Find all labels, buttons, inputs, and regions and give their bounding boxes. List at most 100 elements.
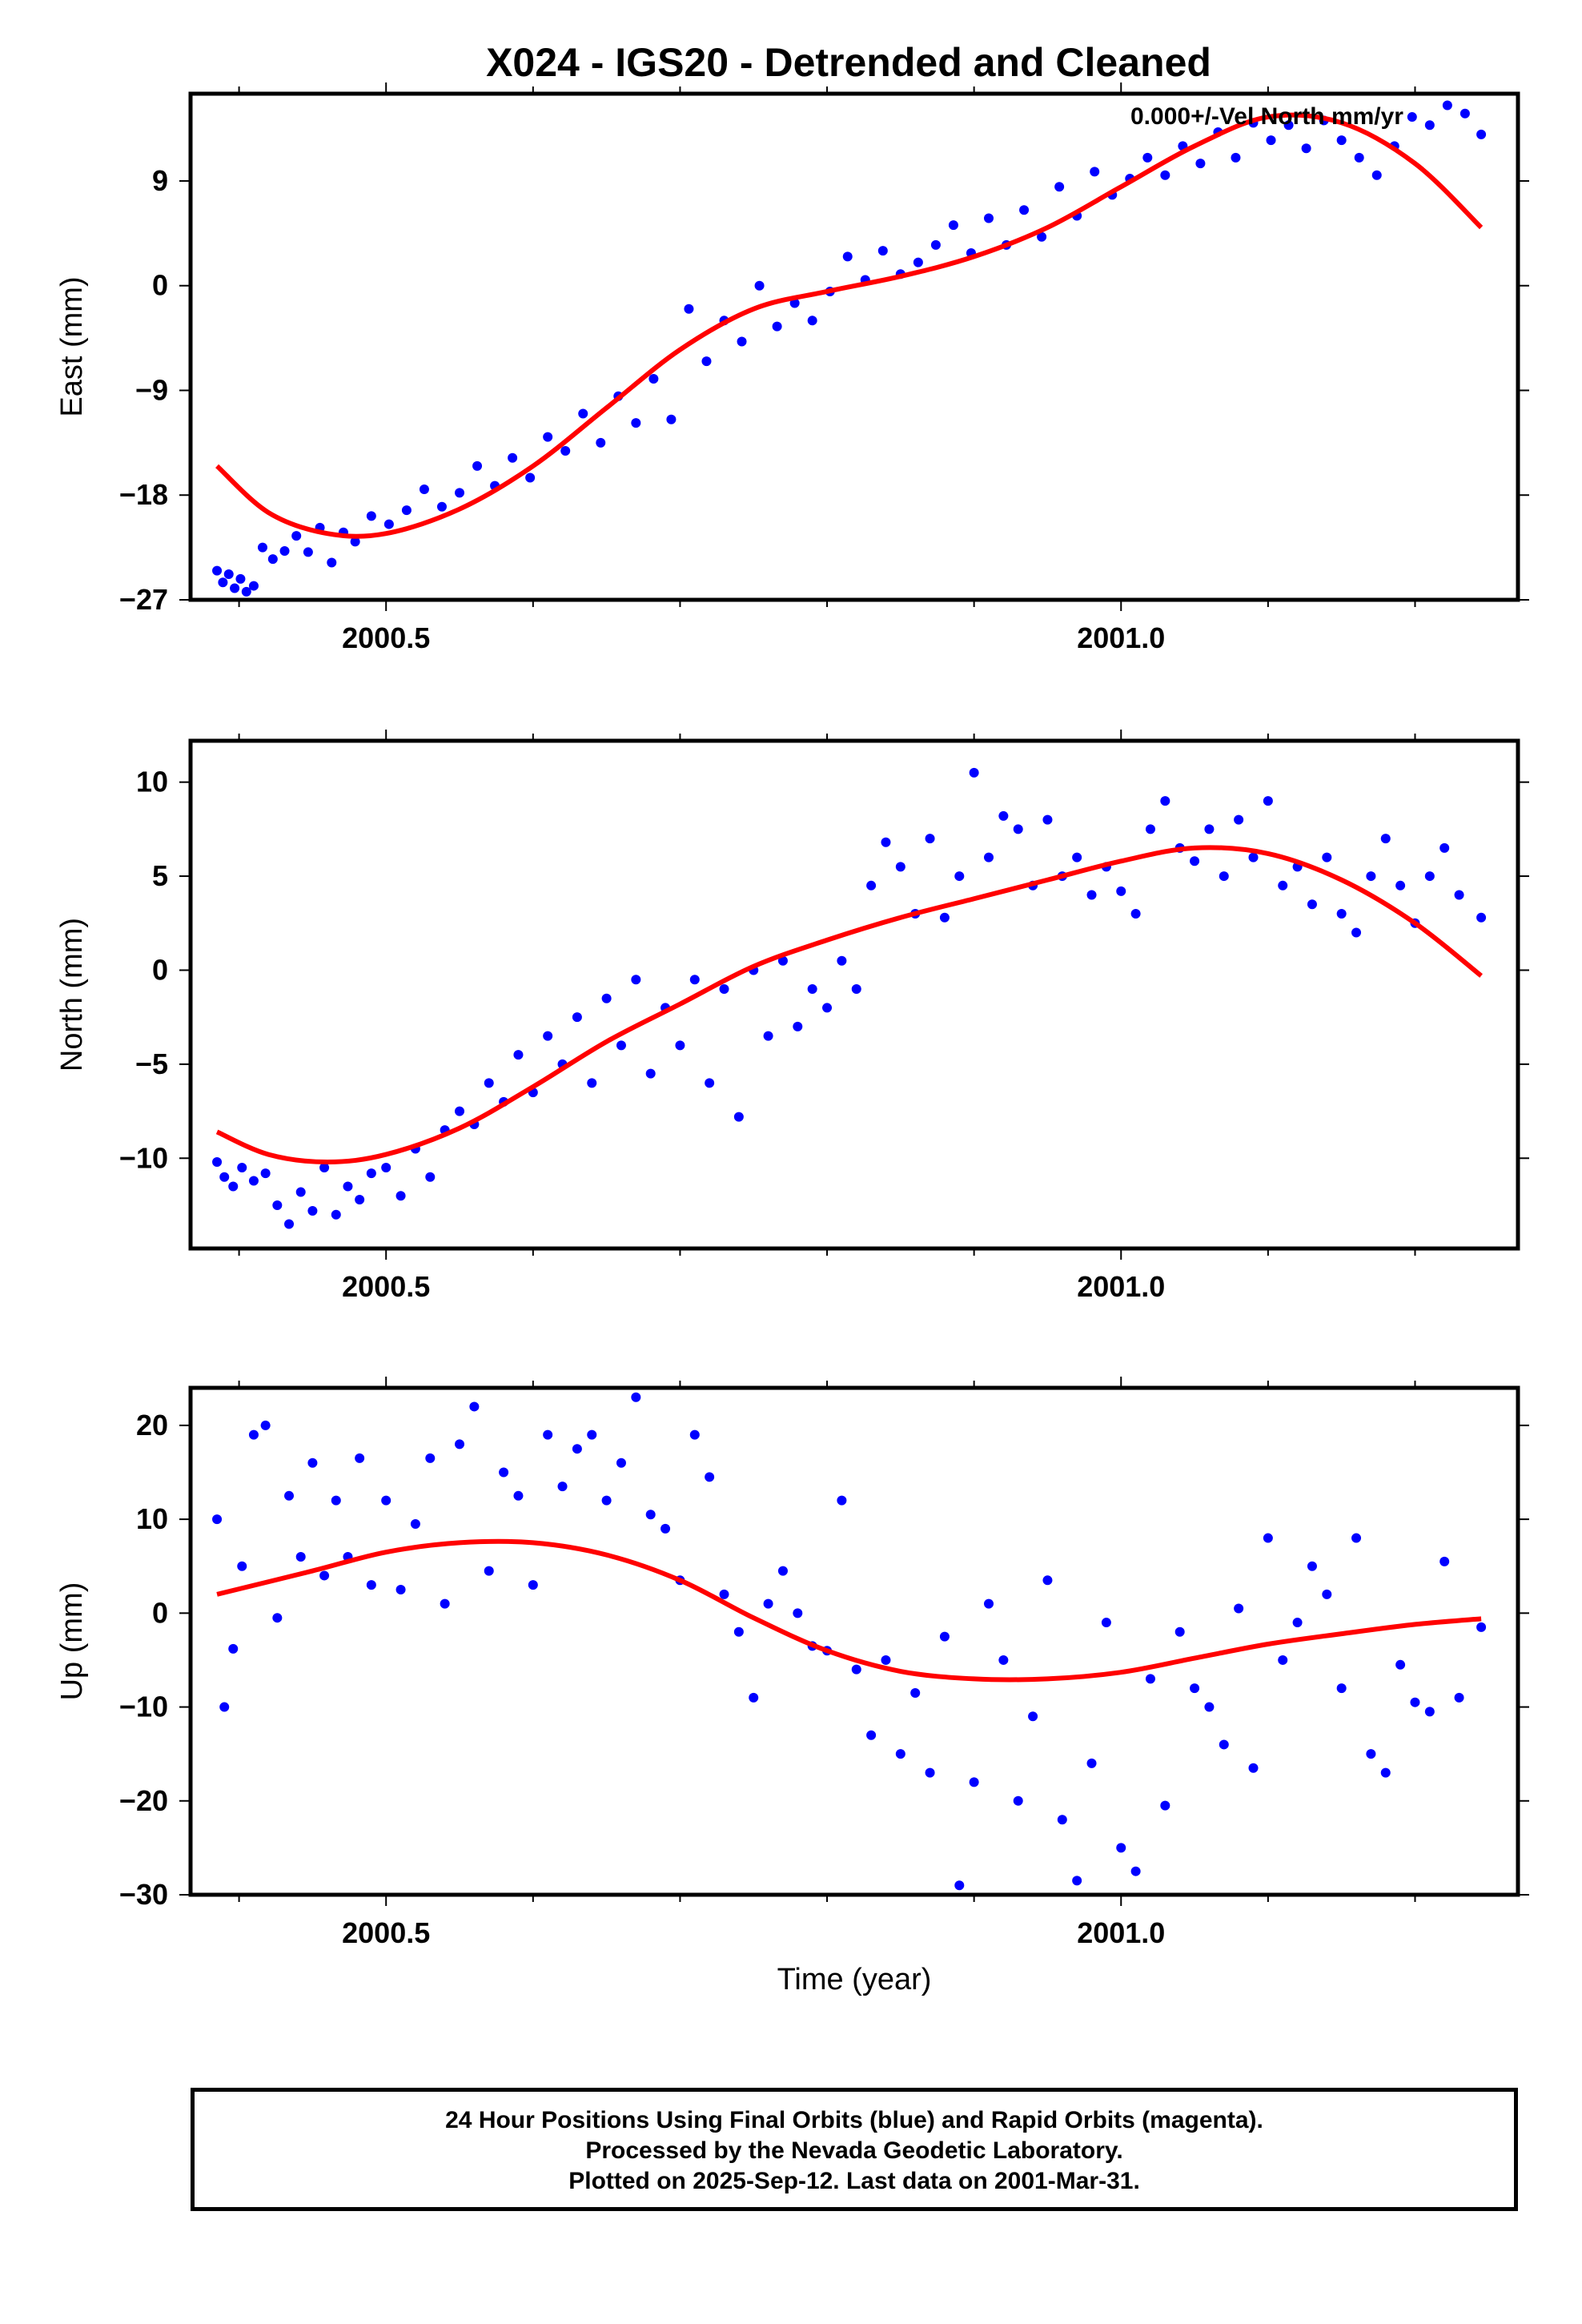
x-tick-label: 2001.0 [1077, 1270, 1165, 1303]
data-point [1476, 1622, 1487, 1632]
data-point [1454, 1692, 1464, 1703]
data-point [578, 408, 588, 419]
data-point [1086, 1758, 1097, 1768]
data-point [1219, 1739, 1229, 1750]
data-point [1380, 1767, 1391, 1778]
data-point [484, 1078, 494, 1088]
data-point [645, 1510, 656, 1520]
data-point [1307, 899, 1317, 910]
data-point [1234, 1603, 1244, 1614]
data-point [528, 1580, 538, 1590]
data-point [1424, 1707, 1435, 1717]
y-tick-label: −10 [119, 1691, 168, 1723]
data-point [631, 975, 641, 985]
plot-frame [188, 1385, 1520, 1897]
data-point [705, 1472, 715, 1482]
y-tick-label: 0 [152, 269, 168, 302]
data-point [1195, 159, 1206, 169]
panels: 2000.5 2001.0 −27 −18 −9 0 9 East (mm) 0.000+/-V… [55, 82, 1529, 1996]
data-point [455, 1439, 465, 1449]
data-point [303, 547, 313, 557]
data-point [939, 912, 950, 923]
data-point [419, 484, 429, 494]
data-point [469, 1401, 480, 1412]
data-point [513, 1490, 524, 1501]
data-point [1190, 856, 1200, 866]
data-point [737, 336, 747, 347]
data-point [1054, 182, 1065, 192]
data-point [1351, 927, 1362, 938]
x-tick-label: 2001.0 [1077, 1916, 1165, 1949]
data-point [228, 1181, 239, 1192]
data-point [1442, 100, 1452, 111]
data-point [383, 519, 394, 529]
data-point [327, 557, 337, 568]
data-point [401, 505, 412, 516]
data-point [267, 554, 278, 565]
data-point [440, 1598, 450, 1609]
caption-line-3: Plotted on 2025-Sep-12. Last data on 200… [568, 2168, 1140, 2194]
data-point [1307, 1561, 1317, 1571]
data-point [260, 1420, 271, 1430]
plot-frame [188, 91, 1520, 602]
data-point [331, 1495, 341, 1506]
y-tick-label: −10 [119, 1141, 168, 1174]
y-tick-label: 10 [136, 766, 168, 798]
data-point [1037, 231, 1047, 242]
data-point [355, 1453, 365, 1463]
velocity-annotation: 0.000+/-Vel North mm/yr [1130, 103, 1403, 130]
data-point [631, 418, 641, 428]
data-point [284, 1219, 295, 1229]
data-point [1410, 1697, 1420, 1707]
data-point [1028, 1711, 1038, 1722]
data-point [807, 983, 817, 994]
data-point [763, 1598, 773, 1609]
data-point [789, 298, 800, 308]
data-point [350, 537, 360, 547]
y-axis-label: East (mm) [55, 276, 89, 416]
data-point [1380, 834, 1391, 844]
data-point [705, 1078, 715, 1088]
data-point [587, 1078, 597, 1088]
data-point [572, 1012, 582, 1023]
data-point [913, 257, 923, 267]
data-point [648, 373, 659, 384]
y-tick-label: 10 [136, 1502, 168, 1535]
data-point [1013, 1795, 1023, 1806]
data-point [436, 501, 447, 512]
data-point [881, 1655, 891, 1665]
data-point [631, 1392, 641, 1402]
data-point [675, 1040, 685, 1051]
data-point [257, 542, 267, 553]
data-point [998, 1655, 1009, 1665]
data-point [1101, 1618, 1111, 1628]
data-point [1204, 824, 1215, 834]
data-point [396, 1191, 406, 1201]
data-point [1130, 909, 1141, 919]
y-tick-label: −30 [119, 1878, 168, 1911]
data-point [319, 1163, 330, 1173]
data-point [381, 1163, 391, 1173]
data-point [307, 1458, 318, 1468]
y-tick-label: 0 [152, 1596, 168, 1629]
x-tick-label: 2000.5 [342, 621, 430, 654]
data-point [212, 1514, 223, 1525]
data-point [1042, 1575, 1053, 1586]
panel-1: 2000.5 2001.0 −27 −18 −9 0 9 East (mm) 0.000+/-V… [55, 82, 1529, 654]
data-point [1116, 886, 1126, 896]
data-point [616, 1458, 626, 1468]
x-axis-label: Time (year) [777, 1963, 932, 1996]
data-point [954, 1880, 965, 1891]
data-point [1204, 1702, 1215, 1712]
data-point [1278, 1655, 1288, 1665]
data-point [410, 1518, 420, 1529]
data-point [219, 1702, 230, 1712]
data-point [895, 862, 905, 872]
data-point [1278, 880, 1288, 891]
data-point [881, 837, 891, 847]
data-point [616, 1040, 626, 1051]
data-point [1160, 796, 1170, 806]
data-point [866, 1730, 877, 1740]
plot-frame [188, 738, 1520, 1251]
